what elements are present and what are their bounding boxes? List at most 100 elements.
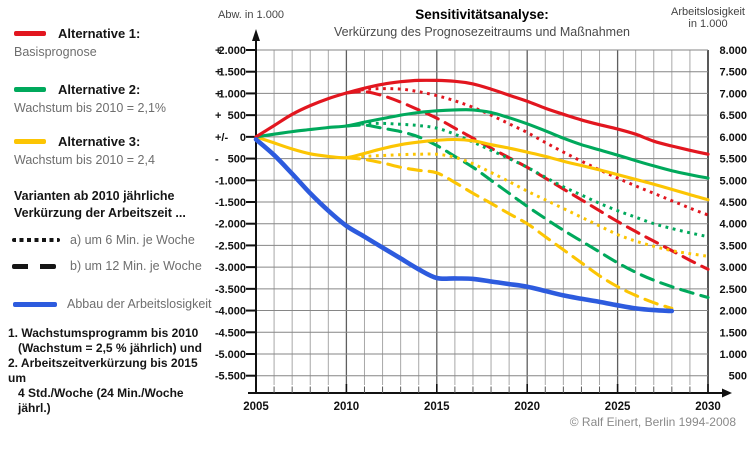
left-tick-sign: +/- (215, 132, 228, 144)
alt2-green-line-swatch (14, 87, 46, 92)
footnote-line4: 4 Std./Woche (24 Min./Woche jährl.) (18, 386, 184, 415)
legend-item-blue: Abbau der Arbeitslosigkeit (13, 297, 212, 311)
left-tick-sign: - (215, 327, 219, 339)
series-abbau-arbeitslosigkeit (253, 137, 675, 314)
left-tick-sign: - (215, 262, 219, 274)
legend-item-variant-b: b) um 12 Min. je Woche (12, 259, 202, 273)
series-alt1-b-12min (344, 90, 710, 271)
left-tick-sign: - (215, 371, 219, 383)
left-tick-label: 2.000 (218, 45, 246, 57)
dashed-line-swatch (12, 263, 56, 269)
x-tick-label: 2010 (334, 401, 360, 413)
alt3-yellow-line-swatch (14, 139, 46, 144)
left-tick-label: 2.000 (218, 219, 246, 231)
right-axis-title-line1: Arbeitslosigkeit (671, 6, 745, 18)
copyright: © Ralf Einert, Berlin 1994-2008 (569, 415, 736, 429)
right-tick-label: 3.500 (719, 240, 747, 252)
footnote-line3: 2. Arbeitszeitverkürzung bis 2015 um (8, 356, 198, 385)
right-tick-label: 1.500 (719, 327, 747, 339)
right-tick-label: 6.500 (719, 110, 747, 122)
x-tick-label: 2030 (695, 401, 721, 413)
right-tick-label: 1.000 (719, 349, 747, 361)
left-tick-sign: - (215, 284, 219, 296)
left-tick-label: 4.500 (218, 327, 246, 339)
left-tick-sign: - (215, 306, 219, 318)
left-tick-sign: - (215, 240, 219, 252)
footnote: 1. Wachstumsprogramm bis 2010 (Wachstum … (8, 326, 212, 416)
dotted-line-swatch (12, 238, 60, 242)
variants-note-line1: Varianten ab 2010 jährliche (14, 189, 175, 203)
series-alt2-a-6min (346, 121, 709, 239)
right-tick-label: 2.000 (719, 306, 747, 318)
y-axis-arrow (252, 29, 260, 41)
x-axis-arrow (722, 388, 732, 398)
right-tick-label: 6.000 (719, 132, 747, 144)
footnote-line1: 1. Wachstumsprogramm bis 2010 (8, 326, 199, 340)
legend-panel: Alternative 1: Basisprognose Alternative… (0, 0, 214, 450)
left-tick-label: 3.500 (218, 284, 246, 296)
left-tick-label: 1.000 (218, 88, 246, 100)
alt2-desc: Wachstum bis 2010 = 2,1% (14, 101, 167, 115)
right-tick-label: 7.500 (719, 67, 747, 79)
blue-line-swatch (13, 301, 57, 307)
left-axis-title: Abw. in 1.000 (218, 9, 285, 21)
variants-note: Varianten ab 2010 jährliche Verkürzung d… (14, 188, 186, 222)
variant-b-label: b) um 12 Min. je Woche (70, 259, 202, 273)
x-tick-label: 2020 (514, 401, 540, 413)
series-alt1-basis (254, 78, 710, 156)
legend-item-alt2: Alternative 2: (14, 82, 140, 97)
alt1-red-line-swatch (14, 31, 46, 36)
alt1-title: Alternative 1: (58, 26, 141, 41)
variants-note-line2: Verkürzung der Arbeitszeit ... (14, 206, 186, 220)
left-tick-label: 1.500 (218, 197, 246, 209)
x-tick-label: 2025 (605, 401, 631, 413)
left-tick-sign: + (215, 67, 221, 79)
left-tick-label: 0 (240, 132, 246, 144)
left-tick-label: 5.000 (218, 349, 246, 361)
right-tick-label: 4.500 (719, 197, 747, 209)
chart-title: Sensitivitätsanalyse: (415, 7, 549, 22)
left-tick-label: 1.000 (218, 175, 246, 187)
left-tick-sign: - (215, 154, 219, 166)
series-alt2-b-12min (344, 123, 710, 300)
alt3-title: Alternative 3: (58, 134, 141, 149)
left-tick-label: 500 (228, 154, 246, 166)
left-tick-sign: + (215, 88, 221, 100)
left-tick-label: 1.500 (218, 67, 246, 79)
series-alt3-a-6min (346, 152, 709, 258)
alt2-title: Alternative 2: (58, 82, 141, 97)
left-tick-label: 4.000 (218, 306, 246, 318)
footnote-line2: (Wachstum = 2,5 % jährlich) und (18, 341, 202, 355)
variant-a-label: a) um 6 Min. je Woche (70, 233, 195, 247)
series-alt3-basis (254, 135, 710, 202)
left-tick-label: 2.500 (218, 240, 246, 252)
right-axis-title: Arbeitslosigkeit in 1.000 (666, 6, 750, 30)
right-tick-label: 5.500 (719, 154, 747, 166)
left-tick-label: 3.000 (218, 262, 246, 274)
left-tick-label: 500 (228, 110, 246, 122)
right-tick-label: 7.000 (719, 88, 747, 100)
series-alt1-a-6min (346, 87, 709, 217)
right-axis-title-line2: in 1.000 (688, 18, 728, 30)
x-tick-label: 2005 (243, 401, 269, 413)
blue-label: Abbau der Arbeitslosigkeit (67, 297, 212, 311)
right-tick-label: 5.000 (719, 175, 747, 187)
legend-item-variant-a: a) um 6 Min. je Woche (12, 233, 195, 247)
alt3-desc: Wachstum bis 2010 = 2,4 (14, 153, 155, 167)
right-tick-label: 2.500 (719, 284, 747, 296)
legend-item-alt1: Alternative 1: (14, 26, 140, 41)
left-tick-sign: - (215, 175, 219, 187)
chart-subtitle: Verkürzung des Prognosezeitraums und Maß… (334, 25, 630, 39)
left-tick-sign: + (215, 110, 221, 122)
right-tick-label: 3.000 (719, 262, 747, 274)
right-tick-label: 500 (729, 371, 747, 383)
legend-item-alt3: Alternative 3: (14, 134, 140, 149)
left-tick-sign: - (215, 197, 219, 209)
series-alt3-b-12min (344, 156, 674, 310)
left-tick-sign: + (215, 45, 221, 57)
alt1-desc: Basisprognose (14, 45, 97, 59)
x-tick-label: 2015 (424, 401, 450, 413)
right-tick-label: 4.000 (719, 219, 747, 231)
